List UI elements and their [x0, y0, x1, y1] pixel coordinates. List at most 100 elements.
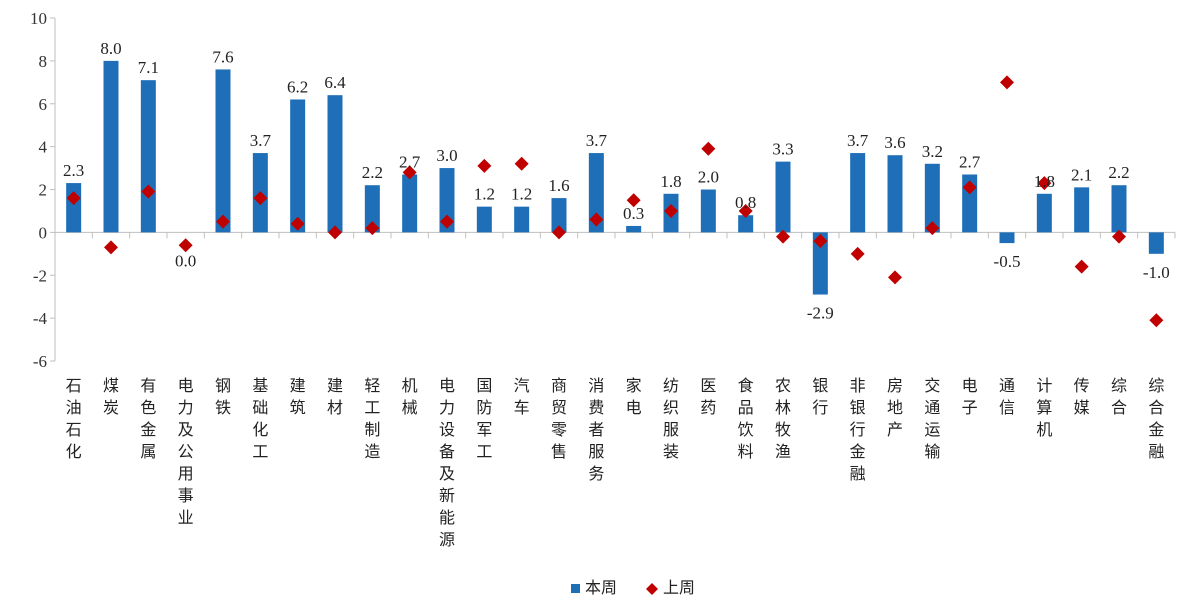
bar-data-label: 3.6	[884, 133, 905, 152]
category-label: 建筑	[290, 376, 306, 417]
bar-本周	[290, 99, 306, 233]
marker-上周	[589, 212, 604, 227]
category-label: 电子	[962, 376, 978, 417]
legend-swatch-本周	[571, 584, 580, 593]
marker-上周	[402, 165, 417, 180]
y-tick-label: 6	[39, 95, 48, 114]
category-label: 轻工制造	[364, 376, 380, 461]
marker-上周	[178, 238, 193, 253]
category-label: 农林牧渔	[775, 376, 791, 461]
marker-上周	[552, 225, 566, 240]
y-tick-label: 0	[39, 223, 48, 242]
category-label: 国防军工	[476, 376, 492, 461]
marker-上周	[1149, 313, 1164, 328]
category-label: 计算机	[1036, 376, 1052, 439]
category-label: 钢铁	[215, 376, 231, 417]
marker-上周	[664, 203, 678, 218]
marker-上周	[253, 191, 268, 206]
marker-上周	[850, 246, 865, 261]
bar-本周	[103, 60, 119, 233]
marker-上周	[216, 214, 230, 229]
bar-data-label: 3.7	[847, 131, 869, 150]
markers-layer	[66, 75, 1164, 328]
bar-data-label: 2.0	[698, 168, 719, 187]
marker-上周	[514, 156, 529, 171]
bar-data-label: 1.6	[548, 176, 569, 195]
marker-上周	[104, 240, 118, 255]
bar-data-label: 1.2	[474, 185, 495, 204]
bar-data-label: 6.4	[324, 73, 346, 92]
bar-data-label: 2.2	[1108, 163, 1129, 182]
bar-data-label: 3.0	[436, 146, 457, 165]
marker-上周	[776, 229, 790, 244]
bar-本周	[700, 189, 716, 233]
bar-data-label: 2.7	[959, 152, 981, 171]
bar-本周	[140, 80, 156, 233]
marker-上周	[962, 180, 977, 195]
category-label: 交通运输	[924, 376, 940, 461]
bar-data-label: 8.0	[100, 39, 121, 58]
legend-swatch-上周	[646, 583, 658, 595]
bar-data-label: 1.8	[1034, 172, 1055, 191]
y-tick-label: -4	[33, 309, 48, 328]
bar-本周	[439, 168, 455, 233]
bar-data-label: 7.1	[138, 58, 159, 77]
bar-data-label: 0.3	[623, 204, 644, 223]
marker-上周	[1000, 75, 1014, 90]
y-tick-label: 4	[39, 138, 48, 157]
bar-本周	[626, 225, 642, 233]
bar-data-label: 6.2	[287, 77, 308, 96]
marker-上周	[440, 214, 454, 229]
marker-上周	[813, 233, 828, 248]
marker-上周	[1037, 176, 1052, 191]
bar-data-label: -1.0	[1143, 263, 1170, 282]
bar-本周	[476, 206, 492, 233]
bar-本周	[1148, 232, 1164, 254]
bar-data-label: 2.3	[63, 161, 84, 180]
legend-label-本周: 本周	[585, 578, 617, 597]
marker-上周	[1112, 229, 1126, 244]
bar-本周	[514, 206, 530, 233]
bar-data-label: 2.7	[399, 152, 421, 171]
y-tick-label: 10	[30, 9, 47, 28]
category-label: 汽车	[514, 376, 530, 417]
bar-本周	[738, 215, 754, 233]
marker-上周	[1074, 259, 1089, 274]
bar-本周	[1074, 187, 1090, 233]
bar-data-label: 7.6	[212, 47, 233, 66]
marker-上周	[328, 225, 342, 240]
category-label: 房地产	[887, 376, 903, 439]
bars-layer	[66, 60, 1164, 295]
bar-本周	[327, 95, 343, 233]
bar-data-label: 0.8	[735, 193, 756, 212]
bar-data-label: 1.2	[511, 185, 532, 204]
bar-本周	[850, 153, 866, 233]
bar-本周	[588, 153, 604, 233]
bar-data-label: 3.2	[922, 142, 943, 161]
legend-label-上周: 上周	[663, 578, 695, 597]
bar-本周	[402, 174, 418, 233]
category-label: 商贸零售	[551, 376, 567, 461]
category-label: 家电	[626, 376, 642, 417]
category-label: 食品饮料	[738, 376, 754, 461]
category-label: 电力及公用事业	[178, 376, 194, 527]
marker-上周	[365, 221, 380, 236]
bar-本周	[812, 232, 828, 295]
marker-上周	[626, 193, 641, 208]
bar-data-label: 3.3	[772, 140, 793, 159]
category-label: 纺织服装	[663, 376, 679, 461]
bar-data-label: 0.0	[175, 251, 196, 270]
marker-上周	[141, 184, 156, 199]
category-label: 综合金融	[1148, 376, 1164, 461]
bar-本周	[775, 161, 791, 233]
category-label: 综合	[1111, 376, 1127, 417]
category-label: 电力设备及新能源	[439, 376, 455, 549]
marker-上周	[290, 216, 305, 231]
category-label: 煤炭	[103, 376, 119, 417]
y-tick-label: 8	[39, 52, 48, 71]
bar-本周	[66, 183, 82, 233]
category-label: 机械	[402, 376, 418, 417]
category-label: 消费者服务	[588, 376, 604, 483]
bar-data-label: 1.8	[660, 172, 681, 191]
